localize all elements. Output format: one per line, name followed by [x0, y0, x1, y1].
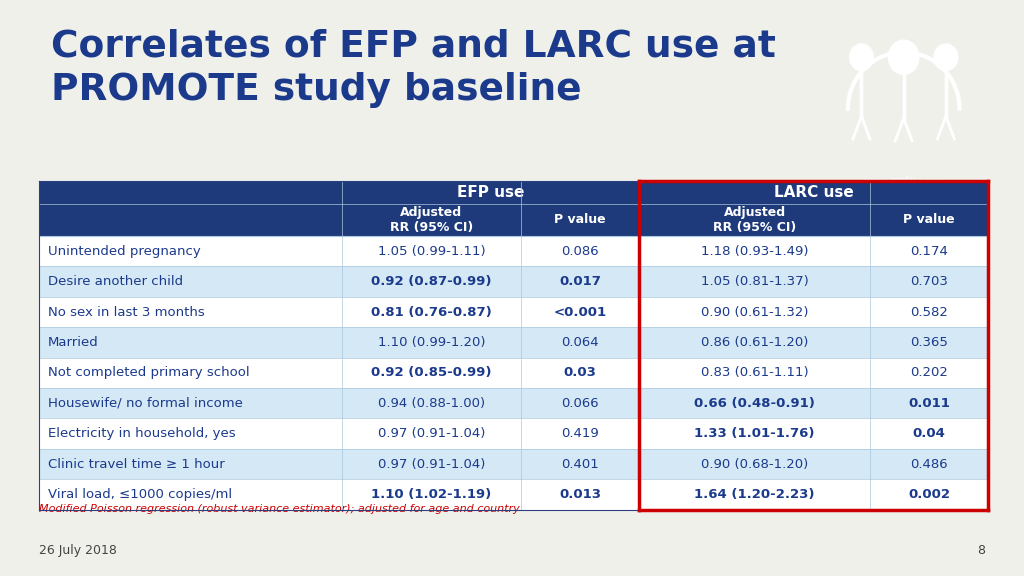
Text: 0.81 (0.76-0.87): 0.81 (0.76-0.87)	[371, 305, 492, 319]
Text: ~~~~ pepfar ~~~~: ~~~~ pepfar ~~~~	[863, 176, 944, 185]
Text: 0.94 (0.88-1.00): 0.94 (0.88-1.00)	[378, 397, 485, 410]
Circle shape	[889, 40, 919, 74]
Text: 0.03: 0.03	[564, 366, 597, 380]
Text: Adjusted
RR (95% CI): Adjusted RR (95% CI)	[713, 206, 797, 234]
Text: Not completed primary school: Not completed primary school	[48, 366, 250, 380]
Text: 8: 8	[977, 544, 985, 556]
Text: 0.66 (0.48-0.91): 0.66 (0.48-0.91)	[694, 397, 815, 410]
Text: 0.401: 0.401	[561, 457, 599, 471]
Text: 0.86 (0.61-1.20): 0.86 (0.61-1.20)	[701, 336, 808, 349]
Text: 0.365: 0.365	[910, 336, 948, 349]
Text: 0.419: 0.419	[561, 427, 599, 440]
Text: No sex in last 3 months: No sex in last 3 months	[48, 305, 205, 319]
Text: 1.18 (0.93-1.49): 1.18 (0.93-1.49)	[701, 245, 808, 257]
Text: 1.10 (0.99-1.20): 1.10 (0.99-1.20)	[378, 336, 485, 349]
Circle shape	[934, 44, 957, 71]
Text: Electricity in household, yes: Electricity in household, yes	[48, 427, 236, 440]
Text: LARC use: LARC use	[774, 185, 854, 200]
Text: 0.017: 0.017	[559, 275, 601, 288]
Text: 1.05 (0.99-1.11): 1.05 (0.99-1.11)	[378, 245, 485, 257]
Text: 0.90 (0.61-1.32): 0.90 (0.61-1.32)	[701, 305, 808, 319]
Text: <0.001: <0.001	[554, 305, 607, 319]
Text: promote: promote	[874, 191, 933, 205]
Text: 0.582: 0.582	[910, 305, 948, 319]
Text: 0.064: 0.064	[561, 336, 599, 349]
Text: 0.83 (0.61-1.11): 0.83 (0.61-1.11)	[700, 366, 809, 380]
Text: 0.97 (0.91-1.04): 0.97 (0.91-1.04)	[378, 457, 485, 471]
Text: Desire another child: Desire another child	[48, 275, 183, 288]
Text: 26 July 2018: 26 July 2018	[39, 544, 117, 556]
Text: 0.011: 0.011	[908, 397, 950, 410]
Text: 0.92 (0.85-0.99): 0.92 (0.85-0.99)	[371, 366, 492, 380]
Text: 1.05 (0.81-1.37): 1.05 (0.81-1.37)	[700, 275, 809, 288]
Text: 0.013: 0.013	[559, 488, 601, 501]
Text: EFP use: EFP use	[457, 185, 524, 200]
Text: 0.92 (0.87-0.99): 0.92 (0.87-0.99)	[371, 275, 492, 288]
Text: Modified Poisson regression (robust variance estimator); adjusted for age and co: Modified Poisson regression (robust vari…	[39, 504, 519, 514]
Text: P value: P value	[903, 213, 955, 226]
Text: 0.703: 0.703	[910, 275, 948, 288]
Text: Housewife/ no formal income: Housewife/ no formal income	[48, 397, 243, 410]
Text: 0.202: 0.202	[910, 366, 948, 380]
Circle shape	[850, 44, 873, 71]
Text: P value: P value	[554, 213, 606, 226]
Text: 1.10 (1.02-1.19): 1.10 (1.02-1.19)	[372, 488, 492, 501]
Text: Unintended pregnancy: Unintended pregnancy	[48, 245, 201, 257]
Text: 0.066: 0.066	[561, 397, 599, 410]
Text: 0.486: 0.486	[910, 457, 948, 471]
Text: Adjusted
RR (95% CI): Adjusted RR (95% CI)	[390, 206, 473, 234]
Text: Clinic travel time ≥ 1 hour: Clinic travel time ≥ 1 hour	[48, 457, 225, 471]
Text: 0.04: 0.04	[912, 427, 945, 440]
Text: 0.90 (0.68-1.20): 0.90 (0.68-1.20)	[701, 457, 808, 471]
Text: 0.002: 0.002	[908, 488, 950, 501]
Text: Correlates of EFP and LARC use at
PROMOTE study baseline: Correlates of EFP and LARC use at PROMOT…	[51, 29, 776, 108]
Text: Viral load, ≤1000 copies/ml: Viral load, ≤1000 copies/ml	[48, 488, 232, 501]
Text: 0.086: 0.086	[561, 245, 599, 257]
Text: 0.97 (0.91-1.04): 0.97 (0.91-1.04)	[378, 427, 485, 440]
Text: Married: Married	[48, 336, 99, 349]
Text: 1.33 (1.01-1.76): 1.33 (1.01-1.76)	[694, 427, 815, 440]
Text: 1.64 (1.20-2.23): 1.64 (1.20-2.23)	[694, 488, 815, 501]
Text: 0.174: 0.174	[910, 245, 948, 257]
